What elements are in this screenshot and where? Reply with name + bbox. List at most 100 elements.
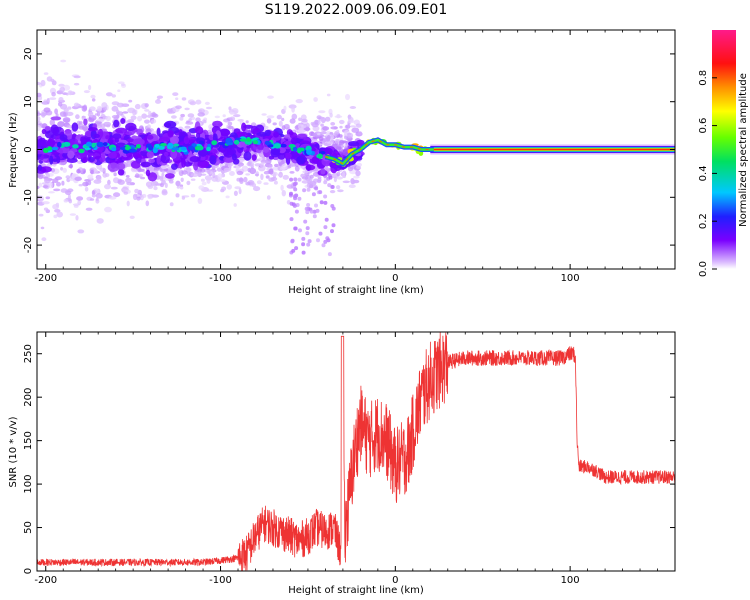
- spectral-blob: [309, 209, 314, 214]
- spectral-blob: [347, 166, 354, 172]
- spectral-blob: [294, 246, 299, 251]
- spectral-blob: [139, 168, 145, 172]
- spectral-blob: [124, 164, 133, 167]
- spectral-blob: [223, 167, 232, 172]
- spectral-blob: [65, 175, 71, 179]
- spectral-blob: [355, 123, 362, 128]
- spectral-blob: [126, 138, 135, 143]
- spectral-blob: [212, 120, 223, 128]
- spectral-blob: [159, 136, 170, 142]
- spectral-blob: [330, 185, 335, 189]
- spectral-blob: [217, 173, 223, 180]
- spectral-blob: [323, 180, 328, 185]
- spectral-blob: [326, 93, 331, 97]
- spectral-blob: [176, 185, 181, 189]
- spectral-blob: [245, 181, 251, 186]
- spectral-blob: [330, 122, 336, 126]
- spectral-peak: [196, 145, 204, 151]
- spectral-blob: [58, 97, 64, 102]
- spectral-blob: [272, 122, 277, 126]
- spectral-blob: [170, 135, 179, 145]
- spectral-blob: [175, 105, 182, 109]
- spectral-blob: [92, 150, 102, 160]
- spectral-blob: [145, 200, 150, 207]
- spectral-blob: [236, 170, 244, 176]
- spectral-blob: [226, 184, 232, 190]
- spectral-blob: [81, 105, 88, 112]
- spectral-blob: [301, 250, 306, 255]
- spectral-blob: [90, 94, 96, 99]
- spectral-blob: [43, 177, 51, 184]
- spectral-blob: [85, 207, 93, 211]
- spectral-blob: [314, 186, 319, 191]
- spectral-blob: [227, 125, 234, 130]
- spectral-blob: [175, 97, 179, 100]
- spectral-blob: [134, 188, 140, 194]
- spectral-blob: [310, 121, 315, 126]
- spectral-blob: [319, 200, 324, 205]
- spectral-blob: [351, 127, 360, 133]
- spectral-blob: [214, 115, 220, 119]
- spectral-blob: [328, 175, 333, 180]
- spectral-blob: [51, 91, 56, 97]
- spectral-blob: [260, 173, 264, 180]
- spectral-blob: [63, 109, 70, 113]
- spectral-blob: [53, 214, 58, 219]
- spectral-blob: [281, 117, 285, 122]
- spectral-blob: [75, 215, 79, 221]
- snr-x-tick-label: 100: [561, 575, 580, 586]
- spectral-blob: [292, 182, 297, 187]
- spectral-blob: [160, 165, 168, 170]
- spectral-blob: [144, 103, 149, 108]
- spectral-blob: [170, 149, 178, 159]
- snr-panel: -200 -100 0 100 0 50 100 150 200 250 Height of st…: [8, 331, 676, 596]
- spectral-blob: [66, 158, 78, 163]
- spectral-blob: [146, 151, 154, 159]
- spectral-blob: [181, 97, 187, 101]
- spectral-blob: [75, 114, 80, 120]
- spectral-blob: [336, 171, 341, 177]
- spectral-blob: [62, 167, 67, 173]
- colorbar-gradient: [712, 30, 736, 269]
- spectral-blob: [298, 228, 302, 233]
- spectral-blob: [96, 175, 102, 182]
- spectral-blob: [320, 131, 327, 135]
- spectral-blob: [184, 107, 190, 111]
- spectral-blob: [95, 199, 100, 204]
- snr-y-tick-label: 150: [23, 431, 34, 450]
- spectral-blob: [261, 113, 267, 116]
- spectral-blob: [87, 174, 94, 180]
- spectral-blob: [126, 200, 130, 207]
- spectrogram-x-tick-label: 100: [561, 273, 580, 284]
- spectral-blob: [278, 146, 286, 154]
- spectral-blob: [347, 132, 354, 139]
- spectral-blob: [104, 206, 112, 213]
- spectral-blob: [47, 138, 56, 148]
- spectral-blob: [42, 201, 50, 205]
- spectral-blob: [280, 184, 284, 191]
- snr-series-line: [37, 332, 675, 571]
- spectral-blob: [94, 113, 99, 116]
- spectral-blob: [130, 115, 137, 121]
- spectral-blob: [102, 172, 108, 178]
- spectral-blob: [342, 180, 350, 184]
- spectral-blob: [141, 113, 148, 119]
- spectral-blob: [113, 119, 120, 128]
- spectral-blob: [140, 176, 146, 180]
- spectral-blob: [338, 134, 343, 138]
- spectral-blob: [305, 231, 310, 236]
- spectral-blob: [93, 133, 100, 139]
- spectral-blob: [37, 164, 43, 171]
- spectral-blob: [180, 113, 185, 118]
- spectral-blob: [151, 113, 159, 118]
- spectral-blob: [71, 133, 77, 142]
- spectral-blob: [291, 248, 296, 253]
- spectral-blob: [201, 181, 207, 186]
- spectral-blob: [91, 190, 95, 196]
- spectral-blob: [334, 115, 343, 118]
- spectral-blob: [127, 119, 135, 123]
- spectral-blob: [147, 184, 154, 189]
- spectral-blob: [44, 131, 55, 139]
- spectral-blob: [292, 203, 297, 208]
- spectral-blob: [295, 99, 303, 104]
